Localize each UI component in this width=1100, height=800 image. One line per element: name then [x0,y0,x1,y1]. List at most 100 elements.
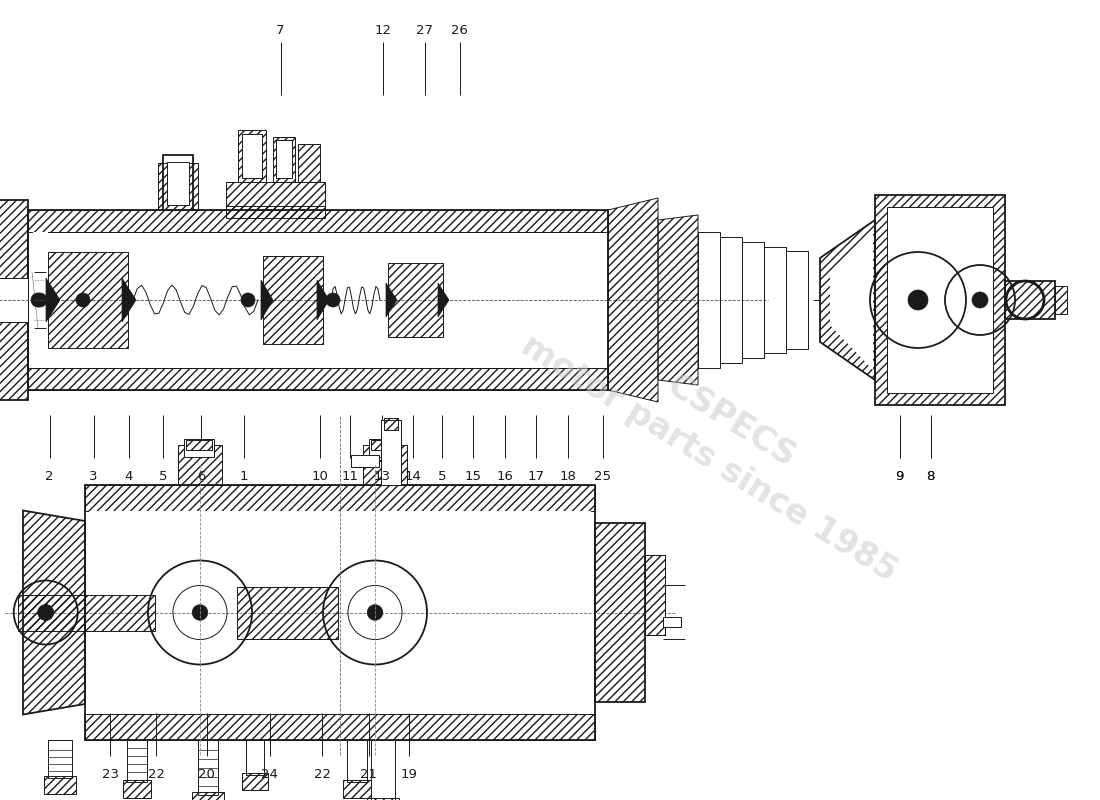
Text: 21: 21 [360,768,377,781]
Text: 15: 15 [464,470,482,482]
Bar [663,617,681,626]
Bar [367,798,399,800]
Circle shape [241,293,255,307]
Bar [874,195,1005,405]
Bar [388,262,443,338]
Bar [198,740,218,795]
Text: 2: 2 [45,470,54,482]
Text: 17: 17 [527,470,544,482]
Circle shape [326,293,340,307]
Bar [158,163,198,210]
Bar [48,253,128,347]
Circle shape [972,292,988,308]
Text: 13: 13 [373,470,390,482]
Bar [371,740,395,800]
Text: 12: 12 [374,24,392,37]
Text: 8: 8 [926,470,935,482]
Text: 23: 23 [101,768,119,781]
Bar [786,251,808,349]
Bar [645,554,665,634]
Text: 20: 20 [198,768,216,781]
Circle shape [192,605,208,620]
Bar [351,455,380,467]
Bar [163,155,192,210]
Text: 19: 19 [400,768,418,781]
Text: 25: 25 [594,470,612,482]
Bar [89,511,591,714]
Bar [363,445,407,485]
Bar [178,445,222,485]
Polygon shape [830,230,873,370]
Text: CSPECS
motor parts since 1985: CSPECS motor parts since 1985 [515,292,925,588]
Bar [28,210,608,232]
Text: 18: 18 [559,470,576,482]
Bar [242,134,262,178]
Bar [167,162,189,205]
Bar [186,440,212,450]
Bar [48,740,72,778]
Bar [263,256,323,344]
Bar [764,246,786,354]
Circle shape [76,293,90,307]
Bar [346,740,367,782]
Bar [226,182,324,210]
Polygon shape [438,283,449,317]
Bar [34,234,46,366]
Bar [85,485,595,511]
Bar [184,439,214,457]
Bar [18,594,155,630]
Text: 10: 10 [311,470,329,482]
Polygon shape [317,280,329,320]
Bar [85,485,595,740]
Bar [298,144,320,182]
Circle shape [33,293,47,307]
Circle shape [908,290,928,310]
Text: 27: 27 [416,24,433,37]
Text: 26: 26 [451,24,469,37]
Bar [595,523,645,702]
Bar [33,232,48,368]
Polygon shape [261,280,273,320]
Circle shape [37,605,54,621]
Bar [384,418,398,430]
Bar [226,206,324,218]
Text: 8: 8 [926,470,935,482]
Bar [0,278,28,322]
Bar [273,137,295,182]
Text: 24: 24 [261,768,278,781]
Bar [192,792,224,800]
Text: 7: 7 [276,24,285,37]
Bar [246,740,264,775]
Text: 5: 5 [438,470,447,482]
Text: 9: 9 [895,470,904,482]
Bar [238,586,338,638]
Text: 14: 14 [404,470,421,482]
Bar [28,368,608,390]
Bar [343,780,371,798]
Bar [44,776,76,794]
Circle shape [367,605,383,620]
Bar [698,232,720,368]
Text: 16: 16 [496,470,514,482]
Polygon shape [122,278,136,322]
Bar [368,439,399,457]
Text: 22: 22 [147,768,165,781]
Bar [238,130,266,182]
Text: 4: 4 [124,470,133,482]
Text: 5: 5 [158,470,167,482]
Bar [381,420,402,485]
Text: 22: 22 [314,768,331,781]
Bar [242,773,268,790]
Bar [0,200,28,400]
Text: 9: 9 [895,470,904,482]
Circle shape [31,293,45,307]
Bar [371,440,397,450]
Polygon shape [386,283,397,317]
Text: 3: 3 [89,470,98,482]
Text: 11: 11 [341,470,359,482]
Polygon shape [46,278,60,322]
Bar [1055,286,1067,314]
Bar [720,237,742,363]
Bar [28,210,608,390]
Bar [742,242,764,358]
